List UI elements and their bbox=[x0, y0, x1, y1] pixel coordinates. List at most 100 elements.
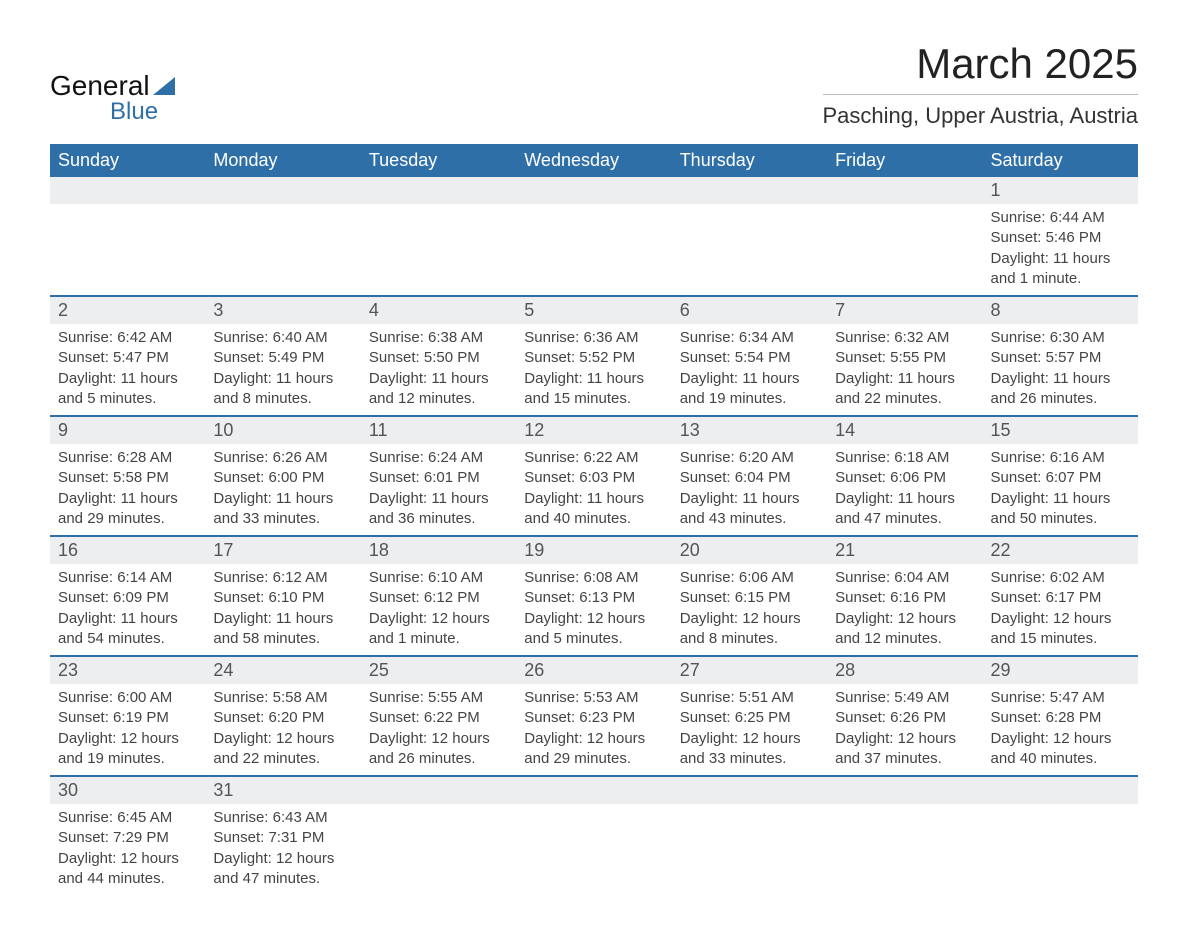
daylight-line1: Daylight: 11 hours bbox=[213, 369, 352, 389]
sunset: Sunset: 5:57 PM bbox=[991, 348, 1130, 368]
day-number: 4 bbox=[361, 296, 516, 324]
day-cell: Sunrise: 6:42 AMSunset: 5:47 PMDaylight:… bbox=[50, 324, 205, 416]
day-data-row: Sunrise: 6:14 AMSunset: 6:09 PMDaylight:… bbox=[50, 564, 1138, 656]
daylight-line2: and 50 minutes. bbox=[991, 509, 1130, 529]
day-cell: Sunrise: 6:32 AMSunset: 5:55 PMDaylight:… bbox=[827, 324, 982, 416]
day-cell bbox=[516, 204, 671, 296]
logo-triangle-icon bbox=[153, 77, 175, 95]
daylight-line1: Daylight: 11 hours bbox=[524, 369, 663, 389]
daylight-line1: Daylight: 11 hours bbox=[369, 489, 508, 509]
daylight-line1: Daylight: 11 hours bbox=[680, 489, 819, 509]
daylight-line2: and 37 minutes. bbox=[835, 749, 974, 769]
title-block: March 2025 Pasching, Upper Austria, Aust… bbox=[823, 40, 1139, 129]
sunrise: Sunrise: 6:43 AM bbox=[213, 808, 352, 828]
day-cell: Sunrise: 5:51 AMSunset: 6:25 PMDaylight:… bbox=[672, 684, 827, 776]
daylight-line2: and 15 minutes. bbox=[524, 389, 663, 409]
sunset: Sunset: 6:06 PM bbox=[835, 468, 974, 488]
sunset: Sunset: 6:20 PM bbox=[213, 708, 352, 728]
daylight-line1: Daylight: 12 hours bbox=[58, 729, 197, 749]
day-number: 29 bbox=[983, 656, 1138, 684]
daylight-line2: and 19 minutes. bbox=[680, 389, 819, 409]
sunrise: Sunrise: 6:26 AM bbox=[213, 448, 352, 468]
daylight-line2: and 40 minutes. bbox=[524, 509, 663, 529]
daylight-line1: Daylight: 12 hours bbox=[835, 729, 974, 749]
day-number-row: 3031 bbox=[50, 776, 1138, 804]
day-number: 20 bbox=[672, 536, 827, 564]
day-number: 9 bbox=[50, 416, 205, 444]
daylight-line1: Daylight: 11 hours bbox=[991, 489, 1130, 509]
month-title: March 2025 bbox=[823, 40, 1139, 95]
sunset: Sunset: 6:15 PM bbox=[680, 588, 819, 608]
daylight-line2: and 8 minutes. bbox=[213, 389, 352, 409]
sunrise: Sunrise: 6:28 AM bbox=[58, 448, 197, 468]
day-number: 21 bbox=[827, 536, 982, 564]
location: Pasching, Upper Austria, Austria bbox=[823, 103, 1139, 129]
sunset: Sunset: 6:07 PM bbox=[991, 468, 1130, 488]
day-cell bbox=[361, 804, 516, 895]
day-number bbox=[827, 776, 982, 804]
day-cell: Sunrise: 6:04 AMSunset: 6:16 PMDaylight:… bbox=[827, 564, 982, 656]
day-cell: Sunrise: 6:30 AMSunset: 5:57 PMDaylight:… bbox=[983, 324, 1138, 416]
daylight-line1: Daylight: 12 hours bbox=[58, 849, 197, 869]
daylight-line1: Daylight: 12 hours bbox=[213, 729, 352, 749]
daylight-line2: and 22 minutes. bbox=[835, 389, 974, 409]
sunset: Sunset: 5:47 PM bbox=[58, 348, 197, 368]
day-number bbox=[672, 177, 827, 204]
day-cell: Sunrise: 6:10 AMSunset: 6:12 PMDaylight:… bbox=[361, 564, 516, 656]
daylight-line1: Daylight: 11 hours bbox=[991, 369, 1130, 389]
day-number: 27 bbox=[672, 656, 827, 684]
sunrise: Sunrise: 5:55 AM bbox=[369, 688, 508, 708]
day-number-row: 16171819202122 bbox=[50, 536, 1138, 564]
daylight-line2: and 5 minutes. bbox=[524, 629, 663, 649]
day-number: 24 bbox=[205, 656, 360, 684]
daylight-line2: and 29 minutes. bbox=[58, 509, 197, 529]
day-cell: Sunrise: 6:14 AMSunset: 6:09 PMDaylight:… bbox=[50, 564, 205, 656]
daylight-line2: and 29 minutes. bbox=[524, 749, 663, 769]
day-cell: Sunrise: 5:49 AMSunset: 6:26 PMDaylight:… bbox=[827, 684, 982, 776]
sunrise: Sunrise: 6:00 AM bbox=[58, 688, 197, 708]
daylight-line2: and 33 minutes. bbox=[680, 749, 819, 769]
day-number: 10 bbox=[205, 416, 360, 444]
day-cell bbox=[983, 804, 1138, 895]
sunrise: Sunrise: 6:02 AM bbox=[991, 568, 1130, 588]
sunset: Sunset: 5:55 PM bbox=[835, 348, 974, 368]
daylight-line2: and 58 minutes. bbox=[213, 629, 352, 649]
day-data-row: Sunrise: 6:42 AMSunset: 5:47 PMDaylight:… bbox=[50, 324, 1138, 416]
day-number: 31 bbox=[205, 776, 360, 804]
sunset: Sunset: 6:19 PM bbox=[58, 708, 197, 728]
day-number: 12 bbox=[516, 416, 671, 444]
weekday-header: Saturday bbox=[983, 144, 1138, 177]
day-number bbox=[672, 776, 827, 804]
sunset: Sunset: 6:23 PM bbox=[524, 708, 663, 728]
day-cell: Sunrise: 6:40 AMSunset: 5:49 PMDaylight:… bbox=[205, 324, 360, 416]
daylight-line1: Daylight: 12 hours bbox=[524, 609, 663, 629]
day-number bbox=[50, 177, 205, 204]
day-number: 30 bbox=[50, 776, 205, 804]
daylight-line2: and 12 minutes. bbox=[369, 389, 508, 409]
day-number: 13 bbox=[672, 416, 827, 444]
day-number: 6 bbox=[672, 296, 827, 324]
daylight-line1: Daylight: 11 hours bbox=[58, 369, 197, 389]
day-cell: Sunrise: 6:00 AMSunset: 6:19 PMDaylight:… bbox=[50, 684, 205, 776]
sunrise: Sunrise: 6:16 AM bbox=[991, 448, 1130, 468]
day-cell: Sunrise: 5:58 AMSunset: 6:20 PMDaylight:… bbox=[205, 684, 360, 776]
sunrise: Sunrise: 6:06 AM bbox=[680, 568, 819, 588]
sunset: Sunset: 7:29 PM bbox=[58, 828, 197, 848]
sunrise: Sunrise: 5:53 AM bbox=[524, 688, 663, 708]
daylight-line2: and 15 minutes. bbox=[991, 629, 1130, 649]
day-cell: Sunrise: 6:16 AMSunset: 6:07 PMDaylight:… bbox=[983, 444, 1138, 536]
daylight-line1: Daylight: 11 hours bbox=[213, 489, 352, 509]
daylight-line1: Daylight: 12 hours bbox=[991, 609, 1130, 629]
day-number bbox=[516, 776, 671, 804]
daylight-line1: Daylight: 11 hours bbox=[369, 369, 508, 389]
daylight-line2: and 26 minutes. bbox=[991, 389, 1130, 409]
sunset: Sunset: 6:04 PM bbox=[680, 468, 819, 488]
day-number: 22 bbox=[983, 536, 1138, 564]
daylight-line1: Daylight: 11 hours bbox=[58, 489, 197, 509]
day-cell bbox=[205, 204, 360, 296]
sunrise: Sunrise: 6:22 AM bbox=[524, 448, 663, 468]
day-cell: Sunrise: 6:43 AMSunset: 7:31 PMDaylight:… bbox=[205, 804, 360, 895]
day-cell: Sunrise: 6:02 AMSunset: 6:17 PMDaylight:… bbox=[983, 564, 1138, 656]
day-number-row: 2345678 bbox=[50, 296, 1138, 324]
sunrise: Sunrise: 5:49 AM bbox=[835, 688, 974, 708]
